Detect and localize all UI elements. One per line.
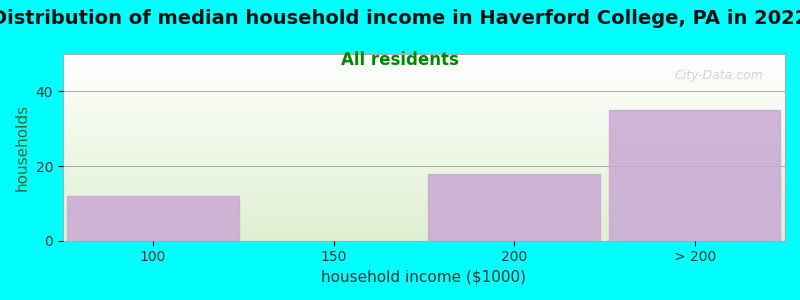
Text: Distribution of median household income in Haverford College, PA in 2022: Distribution of median household income … <box>0 9 800 28</box>
Text: All residents: All residents <box>341 51 459 69</box>
Y-axis label: households: households <box>15 104 30 191</box>
X-axis label: household income ($1000): household income ($1000) <box>322 270 526 285</box>
Bar <box>609 110 781 241</box>
Text: City-Data.com: City-Data.com <box>674 69 763 82</box>
Bar <box>67 196 239 241</box>
Bar <box>429 173 600 241</box>
